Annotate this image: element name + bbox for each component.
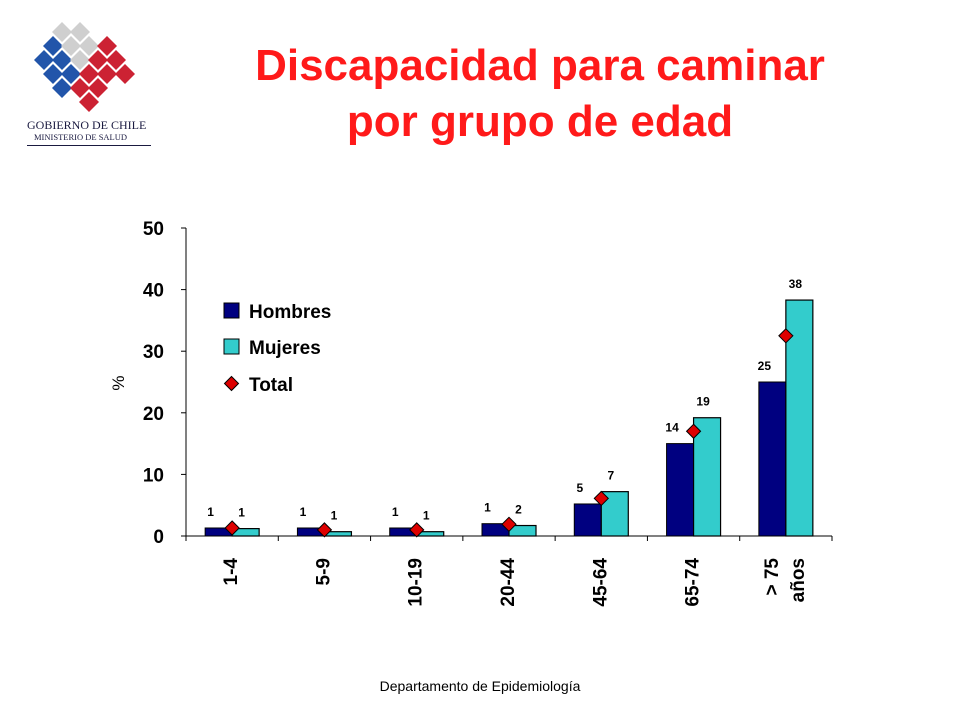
- data-label-hombres: 1: [484, 501, 491, 515]
- logo-diamond: [61, 64, 81, 84]
- logo-diamond: [88, 78, 108, 98]
- data-label-mujeres: 1: [238, 506, 245, 520]
- logo-underline: [27, 145, 151, 146]
- logo-diamond: [43, 36, 63, 56]
- logo-diamond: [97, 36, 117, 56]
- marker-total: [316, 522, 333, 538]
- x-tick-label: años: [788, 558, 809, 602]
- x-tick-label: 10-19: [406, 558, 427, 607]
- x-tick-label: 65-74: [683, 558, 704, 607]
- bar-hombres: [758, 381, 787, 537]
- logo-diamond: [70, 22, 90, 42]
- logo-diamond: [52, 50, 72, 70]
- marker-total: [778, 328, 794, 344]
- legend-swatch-total: [223, 375, 240, 392]
- logo-diamond: [88, 50, 108, 70]
- data-label-hombres: 1: [392, 505, 399, 519]
- x-tick-label: 20-44: [498, 558, 519, 607]
- logo-diamond: [43, 64, 63, 84]
- logo-diamond: [97, 64, 117, 84]
- y-tick-label: 20: [143, 404, 164, 425]
- footer-text: Departamento de Epidemiología: [379, 678, 581, 694]
- y-axis-label: %: [109, 375, 128, 390]
- legend-swatch-hombres: [223, 302, 240, 319]
- logo-diamond: [79, 92, 99, 112]
- logo-diamond: [106, 50, 126, 70]
- logo-text-gobierno: GOBIERNO DE CHILE: [27, 118, 147, 132]
- logo-diamond: [70, 78, 90, 98]
- marker-total: [224, 520, 240, 536]
- legend-label-hombres: Hombres: [249, 302, 331, 323]
- y-tick-label: 30: [143, 342, 164, 363]
- x-tick-label: 1-4: [221, 558, 242, 586]
- data-label-mujeres: 38: [789, 277, 803, 291]
- y-tick-label: 0: [153, 527, 164, 548]
- logo-diamond: [70, 50, 90, 70]
- data-label-hombres: 25: [758, 359, 772, 373]
- bar-hombres: [573, 503, 602, 537]
- data-label-mujeres: 1: [331, 509, 338, 523]
- data-label-mujeres: 1: [423, 509, 430, 523]
- logo-diamond: [115, 64, 135, 84]
- bar-mujeres: [692, 417, 722, 537]
- logo-diamond: [52, 78, 72, 98]
- marker-total: [593, 490, 609, 507]
- logo-diamond: [61, 36, 81, 56]
- x-tick-label: 5-9: [313, 558, 334, 585]
- gobierno-de-chile-logo: [34, 22, 135, 112]
- data-label-hombres: 1: [300, 505, 307, 519]
- logo-text-ministerio: MINISTERIO DE SALUD: [34, 132, 128, 142]
- data-label-mujeres: 7: [607, 469, 614, 483]
- title-line-2: por grupo de edad: [346, 97, 734, 146]
- data-label-mujeres: 2: [515, 503, 522, 517]
- logo-diamond: [79, 64, 99, 84]
- y-tick-label: 40: [143, 281, 164, 302]
- legend-label-mujeres: Mujeres: [249, 338, 321, 359]
- data-label-hombres: 1: [207, 505, 214, 519]
- y-tick-label: 50: [143, 219, 164, 240]
- data-label-hombres: 5: [576, 481, 583, 495]
- logo-diamond: [34, 50, 54, 70]
- x-tick-label: > 75: [762, 558, 783, 596]
- bar-hombres: [666, 443, 695, 537]
- marker-total: [685, 423, 702, 439]
- page-title: Discapacidad para caminar por grupo de e…: [180, 38, 900, 150]
- title-line-1: Discapacidad para caminar: [255, 41, 825, 90]
- marker-total: [409, 522, 425, 538]
- data-label-mujeres: 19: [696, 395, 710, 409]
- logo-diamond: [52, 22, 72, 42]
- data-label-hombres: 14: [665, 421, 679, 435]
- marker-total: [501, 516, 517, 533]
- legend-swatch-mujeres: [223, 338, 240, 355]
- x-tick-label: 45-64: [590, 558, 611, 607]
- bar-mujeres: [785, 299, 814, 537]
- logo-diamond: [79, 36, 99, 56]
- y-tick-label: 10: [143, 465, 164, 486]
- legend-label-total: Total: [249, 375, 293, 396]
